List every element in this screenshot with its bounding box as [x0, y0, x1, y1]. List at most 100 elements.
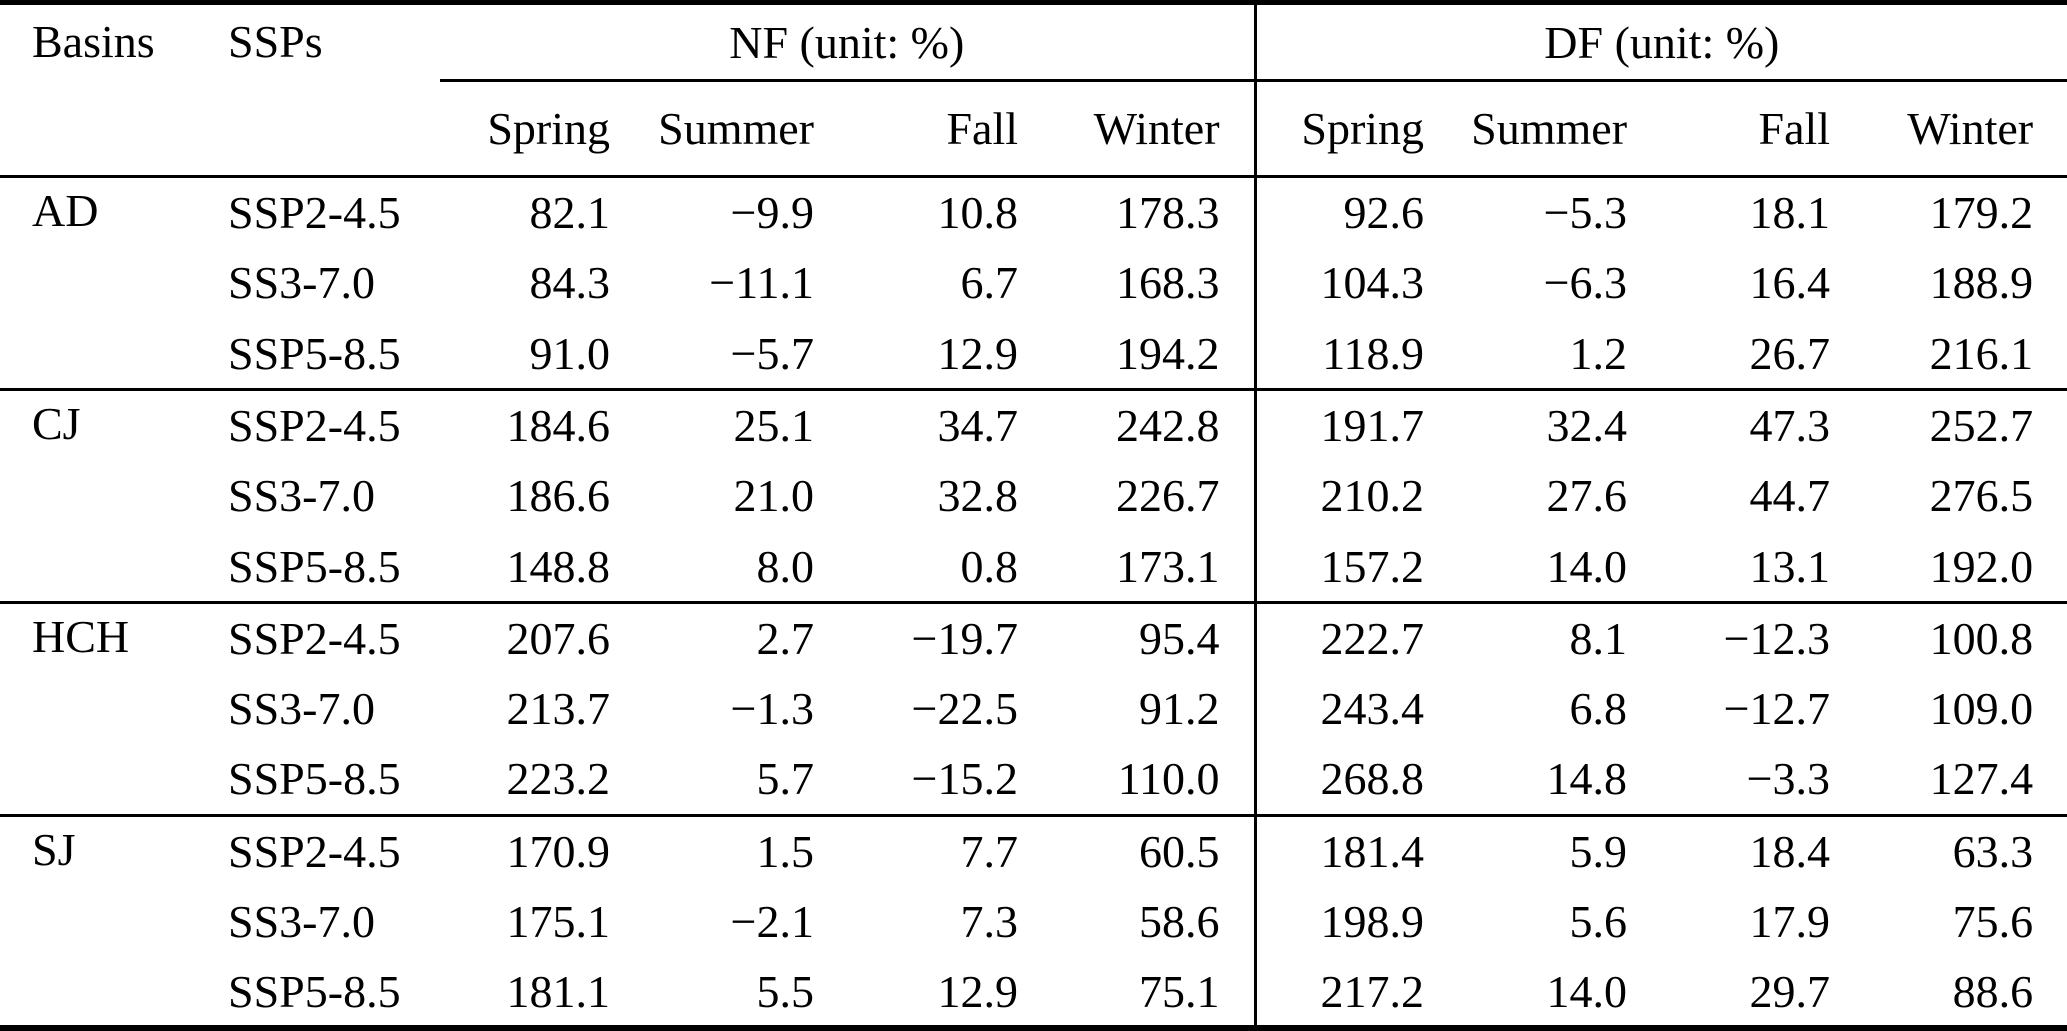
- basin-label: SJ: [32, 823, 76, 875]
- df-winter-value: 75.6: [1952, 896, 2034, 948]
- df-summer-value: −5.3: [1543, 187, 1628, 239]
- ssp-label: SS3-7.0: [228, 896, 375, 948]
- table-header: Basins SSPs NF (unit: %) DF (unit: %) Sp…: [0, 2, 2067, 178]
- df-winter-value: 188.9: [1929, 257, 2034, 309]
- df-fall-value: 17.9: [1749, 896, 1831, 948]
- df-spring-header: Spring: [1253, 80, 1459, 178]
- nf-spring-value: 84.3: [529, 257, 611, 309]
- season-header-row: Spring Summer Fall Winter Spring Summer …: [0, 80, 2067, 178]
- nf-winter-value: 242.8: [1116, 400, 1220, 452]
- nf-winter-value: 168.3: [1116, 257, 1220, 309]
- nf-summer-value: −11.1: [709, 257, 814, 309]
- nf-spring-value: 186.6: [506, 470, 611, 522]
- nf-spring-value: 170.9: [506, 825, 611, 877]
- df-summer-value: 6.8: [1569, 683, 1628, 735]
- nf-summer-value: 25.1: [733, 400, 815, 452]
- nf-fall-value: 34.7: [937, 400, 1019, 452]
- df-spring-value: 157.2: [1253, 531, 1459, 603]
- df-winter-value: 192.0: [1929, 540, 2034, 592]
- table-row: CJ SSP2-4.5 184.6 25.1 34.7 242.8 191.7 …: [0, 389, 2067, 461]
- nf-fall-value: 12.9: [937, 965, 1019, 1017]
- df-summer-value: 8.1: [1569, 612, 1628, 664]
- df-fall-value: 16.4: [1749, 257, 1831, 309]
- nf-summer-value: −5.7: [730, 327, 814, 379]
- df-fall-value: 18.4: [1749, 825, 1831, 877]
- nf-group-header: NF (unit: %): [440, 2, 1256, 82]
- nf-fall-value: −19.7: [911, 612, 1018, 664]
- df-summer-value: 1.2: [1569, 327, 1628, 379]
- ssp-label: SSP2-4.5: [228, 825, 401, 877]
- df-summer-value: 32.4: [1546, 400, 1628, 452]
- nf-winter-value: 60.5: [1139, 825, 1220, 877]
- basin-block-cj: CJ SSP2-4.5 184.6 25.1 34.7 242.8 191.7 …: [0, 389, 2067, 603]
- table-row: SS3-7.0 84.3 −11.1 6.7 168.3 104.3 −6.3 …: [0, 247, 2067, 319]
- table-row: AD SSP2-4.5 82.1 −9.9 10.8 178.3 92.6 −5…: [0, 176, 2067, 248]
- table-row: HCH SSP2-4.5 207.6 2.7 −19.7 95.4 222.7 …: [0, 602, 2067, 674]
- nf-winter-value: 75.1: [1139, 965, 1220, 1017]
- ssp-label: SSP5-8.5: [228, 965, 401, 1017]
- ssp-label: SS3-7.0: [228, 470, 375, 522]
- df-fall-value: 18.1: [1749, 187, 1831, 239]
- df-summer-value: 5.6: [1569, 896, 1628, 948]
- nf-fall-value: 10.8: [937, 187, 1019, 239]
- nf-fall-value: 32.8: [937, 470, 1019, 522]
- table-row: SS3-7.0 213.7 −1.3 −22.5 91.2 243.4 6.8 …: [0, 673, 2067, 745]
- df-summer-value: 14.8: [1546, 753, 1628, 805]
- nf-spring-value: 223.2: [506, 753, 611, 805]
- basin-label: CJ: [32, 397, 81, 449]
- ssp-label: SSP5-8.5: [228, 753, 401, 805]
- basin-block-sj: SJ SSP2-4.5 170.9 1.5 7.7 60.5 181.4 5.9…: [0, 815, 2067, 1028]
- basin-label: HCH: [32, 610, 130, 662]
- nf-spring-value: 213.7: [506, 683, 611, 735]
- nf-winter-value: 178.3: [1116, 187, 1220, 239]
- ssp-label: SS3-7.0: [228, 257, 375, 309]
- df-winter-value: 252.7: [1929, 400, 2034, 452]
- df-summer-value: −6.3: [1543, 257, 1628, 309]
- nf-summer-value: 5.5: [756, 965, 815, 1017]
- df-fall-value: 26.7: [1749, 327, 1831, 379]
- nf-fall-value: 7.7: [960, 825, 1019, 877]
- nf-spring-value: 184.6: [506, 400, 611, 452]
- nf-winter-value: 95.4: [1139, 612, 1220, 664]
- ssp-label: SSP2-4.5: [228, 187, 401, 239]
- df-spring-value: 243.4: [1253, 673, 1459, 745]
- table-row: SSP5-8.5 91.0 −5.7 12.9 194.2 118.9 1.2 …: [0, 318, 2067, 390]
- df-spring-value: 217.2: [1253, 957, 1459, 1028]
- nf-winter-value: 173.1: [1116, 540, 1220, 592]
- nf-spring-header: Spring: [440, 80, 644, 178]
- nf-fall-value: −22.5: [911, 683, 1018, 735]
- ssps-column-header: SSPs: [228, 16, 323, 67]
- nf-fall-value: 7.3: [960, 896, 1019, 948]
- nf-spring-value: 175.1: [506, 896, 611, 948]
- table-row: SS3-7.0 186.6 21.0 32.8 226.7 210.2 27.6…: [0, 460, 2067, 532]
- df-winter-value: 63.3: [1952, 825, 2034, 877]
- table-row: SSP5-8.5 181.1 5.5 12.9 75.1 217.2 14.0 …: [0, 957, 2067, 1028]
- df-fall-value: 29.7: [1749, 965, 1831, 1017]
- df-fall-value: −3.3: [1746, 753, 1831, 805]
- ssp-label: SS3-7.0: [228, 683, 375, 735]
- nf-summer-value: 5.7: [756, 753, 815, 805]
- nf-summer-header: Summer: [644, 80, 848, 178]
- nf-winter-value: 91.2: [1139, 683, 1220, 735]
- nf-fall-header: Fall: [848, 80, 1052, 178]
- table-row: SSP5-8.5 148.8 8.0 0.8 173.1 157.2 14.0 …: [0, 531, 2067, 603]
- nf-spring-value: 82.1: [529, 187, 611, 239]
- nf-fall-value: 12.9: [937, 327, 1019, 379]
- nf-winter-value: 194.2: [1116, 327, 1220, 379]
- nf-summer-value: −9.9: [730, 187, 814, 239]
- nf-summer-value: 21.0: [733, 470, 815, 522]
- table-row: SS3-7.0 175.1 −2.1 7.3 58.6 198.9 5.6 17…: [0, 886, 2067, 958]
- ssp-label: SSP2-4.5: [228, 400, 401, 452]
- df-summer-value: 27.6: [1546, 470, 1628, 522]
- nf-fall-value: 6.7: [960, 257, 1019, 309]
- nf-summer-value: 8.0: [756, 540, 815, 592]
- nf-spring-value: 181.1: [506, 965, 611, 1017]
- table-row: SJ SSP2-4.5 170.9 1.5 7.7 60.5 181.4 5.9…: [0, 815, 2067, 887]
- ssp-label: SSP5-8.5: [228, 327, 401, 379]
- table-row: SSP5-8.5 223.2 5.7 −15.2 110.0 268.8 14.…: [0, 744, 2067, 816]
- df-winter-value: 276.5: [1929, 470, 2034, 522]
- df-spring-value: 191.7: [1253, 389, 1459, 461]
- df-winter-value: 179.2: [1929, 187, 2034, 239]
- ssp-label: SSP2-4.5: [228, 612, 401, 664]
